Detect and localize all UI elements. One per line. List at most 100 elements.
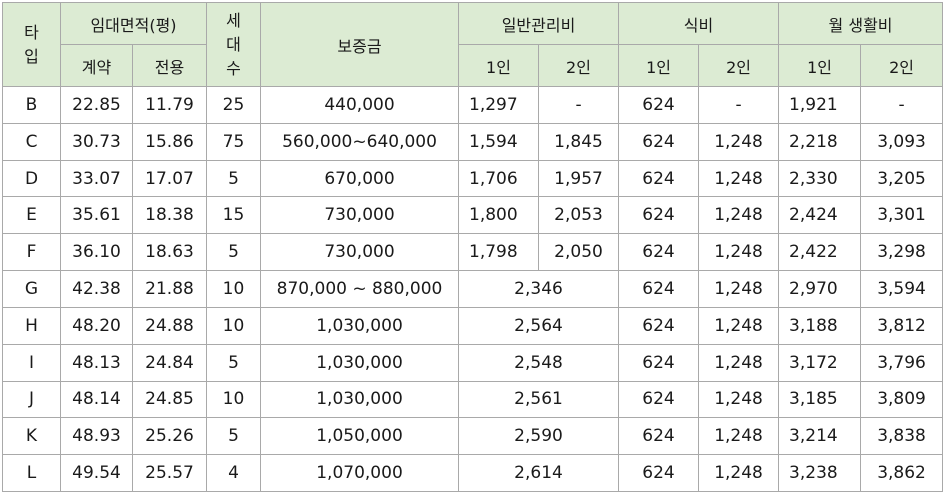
cell-living-1: 3,185 [778, 380, 862, 419]
cell-deposit: 730,000 [260, 233, 459, 272]
cell-mgmt-2: 1,845 [537, 122, 620, 161]
cell-meal-2: 1,248 [698, 196, 780, 235]
cell-living-1: 2,424 [778, 196, 862, 235]
cell-mgmt-1: 1,594 [458, 122, 539, 161]
table-row: K 48.93 25.26 5 1,050,000 2,590 624 1,24… [2, 417, 944, 456]
cell-contract: 30.73 [60, 122, 133, 161]
table-row: C 30.73 15.86 75 560,000~640,000 1,594 1… [2, 122, 944, 161]
header-meal-1: 1인 [618, 44, 700, 87]
cell-exclusive: 18.63 [132, 233, 207, 272]
cell-meal-1: 624 [618, 343, 700, 382]
cell-households: 5 [206, 417, 261, 456]
cell-mgmt-1: 1,800 [458, 196, 539, 235]
header-area-contract: 계약 [60, 44, 133, 87]
cell-living-1: 2,422 [778, 233, 862, 272]
cell-living-2: 3,301 [860, 196, 944, 235]
cell-meal-1: 624 [618, 306, 700, 345]
cell-meal-2: 1,248 [698, 417, 780, 456]
cell-households: 75 [206, 122, 261, 161]
cell-contract: 48.93 [60, 417, 133, 456]
header-management: 일반관리비 [457, 2, 620, 45]
cell-deposit: 870,000 ~ 880,000 [260, 270, 459, 308]
cell-type: E [2, 196, 61, 235]
table-row: D 33.07 17.07 5 670,000 1,706 1,957 624 … [2, 159, 944, 198]
cell-exclusive: 24.85 [132, 380, 207, 419]
cell-type: H [2, 306, 61, 345]
cell-exclusive: 25.26 [132, 417, 207, 456]
cell-deposit: 1,050,000 [260, 417, 459, 456]
cell-meal-2: 1,248 [698, 159, 780, 198]
header-area-exclusive: 전용 [132, 44, 207, 87]
table-row: E 35.61 18.38 15 730,000 1,800 2,053 624… [2, 196, 944, 235]
cell-households: 15 [206, 196, 261, 235]
cell-meal-2: 1,248 [698, 233, 780, 272]
cell-meal-2: 1,248 [698, 454, 780, 492]
cell-meal-1: 624 [618, 417, 700, 456]
cell-meal-2: 1,248 [698, 306, 780, 345]
cell-meal-1: 624 [618, 270, 700, 308]
cell-households: 5 [206, 159, 261, 198]
cell-meal-1: 624 [618, 454, 700, 492]
cell-mgmt: 2,614 [457, 454, 620, 492]
table-row: I 48.13 24.84 5 1,030,000 2,548 624 1,24… [2, 343, 944, 382]
cell-meal-2: 1,248 [698, 122, 780, 161]
cell-deposit: 670,000 [260, 159, 459, 198]
cell-type: D [2, 159, 61, 198]
cell-type: G [2, 270, 61, 308]
table-row: J 48.14 24.85 10 1,030,000 2,561 624 1,2… [2, 380, 944, 419]
header-meal-2: 2인 [698, 44, 780, 87]
cell-meal-2: 1,248 [698, 343, 780, 382]
cell-deposit: 440,000 [260, 86, 459, 124]
cell-contract: 48.13 [60, 343, 133, 382]
cell-exclusive: 17.07 [132, 159, 207, 198]
cell-meal-2: 1,248 [698, 270, 780, 308]
cell-deposit: 1,030,000 [260, 306, 459, 345]
cell-type: K [2, 417, 61, 456]
cell-households: 5 [206, 343, 261, 382]
table-row: B 22.85 11.79 25 440,000 1,297 - 624 - 1… [2, 86, 944, 124]
cell-deposit: 1,030,000 [260, 380, 459, 419]
cell-meal-1: 624 [618, 159, 700, 198]
cell-exclusive: 24.84 [132, 343, 207, 382]
cell-living-2: 3,093 [860, 122, 944, 161]
cell-exclusive: 11.79 [132, 86, 207, 124]
cell-households: 25 [206, 86, 261, 124]
cell-households: 10 [206, 270, 261, 308]
cell-meal-2: - [698, 86, 780, 124]
header-living-1: 1인 [778, 44, 862, 87]
cell-contract: 36.10 [60, 233, 133, 272]
cell-exclusive: 21.88 [132, 270, 207, 308]
cell-living-2: 3,809 [860, 380, 944, 419]
header-living: 월 생활비 [778, 2, 944, 45]
header-type: 타 입 [2, 2, 61, 87]
cell-households: 5 [206, 233, 261, 272]
cell-meal-2: 1,248 [698, 380, 780, 419]
cell-living-2: 3,812 [860, 306, 944, 345]
cell-households: 4 [206, 454, 261, 492]
cell-meal-1: 624 [618, 380, 700, 419]
cell-deposit: 730,000 [260, 196, 459, 235]
cell-mgmt: 2,564 [457, 306, 620, 345]
cell-living-1: 1,921 [778, 86, 862, 124]
table-row: G 42.38 21.88 10 870,000 ~ 880,000 2,346… [2, 270, 944, 308]
cell-exclusive: 25.57 [132, 454, 207, 492]
header-management-2: 2인 [537, 44, 620, 87]
cell-living-2: 3,862 [860, 454, 944, 492]
table-row: H 48.20 24.88 10 1,030,000 2,564 624 1,2… [2, 306, 944, 345]
cell-deposit: 1,070,000 [260, 454, 459, 492]
header-meal: 식비 [618, 2, 780, 45]
cell-contract: 42.38 [60, 270, 133, 308]
cell-contract: 22.85 [60, 86, 133, 124]
cell-living-2: - [860, 86, 944, 124]
cell-living-2: 3,298 [860, 233, 944, 272]
cell-mgmt: 2,548 [457, 343, 620, 382]
cell-contract: 49.54 [60, 454, 133, 492]
cell-exclusive: 15.86 [132, 122, 207, 161]
cell-exclusive: 18.38 [132, 196, 207, 235]
cell-meal-1: 624 [618, 196, 700, 235]
cell-type: L [2, 454, 61, 492]
cell-mgmt: 2,590 [457, 417, 620, 456]
table-row: L 49.54 25.57 4 1,070,000 2,614 624 1,24… [2, 454, 944, 492]
cell-living-1: 3,238 [778, 454, 862, 492]
